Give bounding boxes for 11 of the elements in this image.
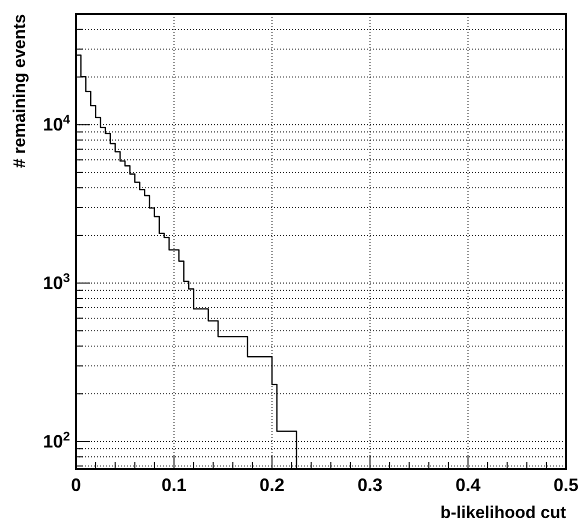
x-tick-label: 0.3 [357,475,383,495]
y-tick-label: 10$^{2}$ [42,429,70,452]
x-tick-label: 0.2 [259,475,285,495]
x-tick-label: 0.5 [553,475,579,495]
y-tick-label: 10$^{3}$ [42,271,70,294]
x-tick-label: 0.1 [161,475,187,495]
x-tick-label: 0.4 [455,475,481,495]
y-axis-title: # remaining events [10,14,29,168]
x-axis-title: b-likelihood cut [440,503,566,522]
y-tick-label: 10$^{4}$ [42,112,70,135]
x-tick-label: 0 [70,475,82,495]
